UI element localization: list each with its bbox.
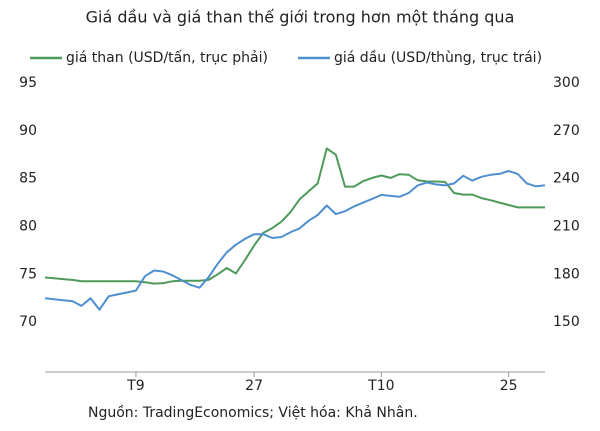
- x-tick-label: 25: [500, 378, 518, 394]
- y2-tick-label: 270: [553, 123, 580, 139]
- y-tick-label: 70: [19, 314, 37, 330]
- legend-label: giá dầu (USD/thùng, trục trái): [334, 50, 542, 66]
- data-line: [44, 147, 545, 285]
- y2-tick-label: 240: [553, 171, 580, 187]
- y-tick-label: 90: [19, 123, 37, 139]
- x-tick-label: T10: [367, 378, 394, 394]
- y2-tick-label: 300: [553, 75, 580, 91]
- source-note: Nguồn: TradingEconomics; Việt hóa: Khả N…: [88, 404, 418, 421]
- y-tick-label: 80: [19, 219, 37, 235]
- y-tick-label: 85: [19, 171, 37, 187]
- y-tick-label: 75: [19, 266, 37, 282]
- legend-label: giá than (USD/tấn, trục phải): [66, 50, 268, 66]
- chart-title: Giá dầu và giá than thế giới trong hơn m…: [86, 8, 515, 27]
- y2-tick-label: 210: [553, 219, 580, 235]
- y2-tick-label: 180: [553, 266, 580, 282]
- y2-tick-label: 150: [553, 314, 580, 330]
- data-line: [44, 170, 546, 311]
- x-tick-label: T9: [126, 378, 144, 394]
- x-tick-label: 27: [245, 378, 263, 394]
- y-tick-label: 95: [19, 75, 37, 91]
